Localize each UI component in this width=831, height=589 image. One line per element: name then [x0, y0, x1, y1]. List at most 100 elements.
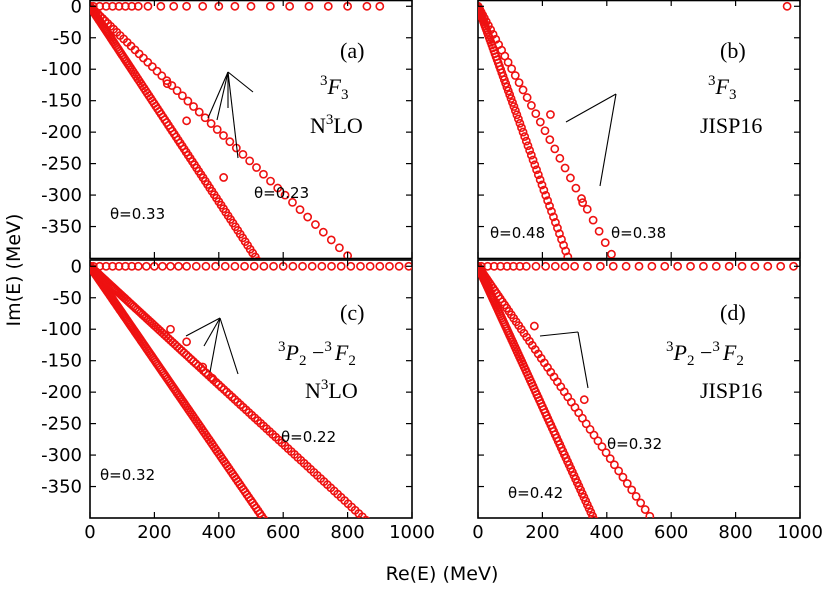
panel-a-plot — [90, 1, 385, 258]
continuum-point — [189, 357, 198, 366]
bound-point — [249, 261, 259, 271]
continuum-point — [206, 119, 216, 128]
continuum-point — [553, 223, 562, 233]
y-tick-label: -350 — [41, 477, 82, 498]
continuum-point — [589, 430, 599, 440]
continuum-point — [513, 114, 523, 124]
continuum-point — [191, 359, 201, 369]
resonance-point — [546, 110, 555, 119]
continuum-point — [540, 126, 550, 136]
continuum-point — [318, 227, 328, 237]
continuum-point — [541, 190, 551, 200]
bound-point — [327, 261, 336, 271]
y-axis-label: Im(E) (MeV) — [3, 214, 25, 327]
x-tick-label: 1000 — [389, 522, 435, 543]
panel-c-wave: 3P2 −3 F2 — [278, 339, 356, 369]
continuum-point — [167, 81, 177, 90]
bound-point — [304, 1, 314, 11]
bound-point — [133, 261, 143, 271]
bound-point — [375, 1, 385, 11]
bound-point — [595, 261, 605, 271]
bound-point — [621, 261, 631, 271]
continuum-point — [152, 66, 162, 76]
continuum-point — [550, 144, 560, 154]
panel-a-theta-left: θ=0.33 — [110, 205, 165, 223]
continuum-point — [506, 94, 516, 103]
y-tick-label: -50 — [53, 288, 82, 309]
panel-b-theta-right: θ=0.38 — [611, 224, 666, 242]
continuum-point — [593, 436, 603, 446]
continuum-point — [605, 454, 615, 464]
continuum-point — [183, 96, 193, 106]
continuum-point — [585, 424, 595, 434]
resonance-point — [579, 395, 589, 405]
continuum-point — [503, 57, 513, 67]
panel-c-ticks: 0 200 400 600 800 1000 0 -50 -100 -150 -200 -250 -30… — [41, 256, 435, 543]
bound-point — [182, 1, 191, 11]
continuum-point — [194, 107, 204, 117]
x-tick-label: 0 — [84, 522, 95, 543]
resonance-point — [219, 173, 229, 182]
continuum-point — [600, 238, 610, 248]
continuum-point — [537, 180, 547, 190]
y-tick-label: -250 — [41, 154, 82, 175]
bound-point — [141, 261, 151, 271]
continuum-point — [526, 150, 536, 160]
bound-point — [560, 261, 570, 271]
bound-point — [634, 261, 644, 271]
panel-b-wave: 3F3 — [708, 73, 736, 103]
x-tick-label: 400 — [590, 522, 624, 543]
continuum-point — [530, 160, 540, 170]
continuum-point — [295, 205, 305, 215]
y-tick-label: -200 — [41, 382, 82, 403]
bound-point — [298, 261, 307, 271]
bound-point — [550, 261, 560, 271]
continuum-point — [601, 448, 611, 458]
continuum-point — [531, 109, 541, 119]
resonance-point — [198, 362, 208, 372]
bound-point — [365, 261, 375, 271]
continuum-point — [618, 472, 628, 482]
continuum-point — [551, 218, 560, 227]
bound-point — [375, 261, 385, 271]
continuum-point — [566, 173, 575, 183]
bound-point — [143, 1, 153, 11]
x-tick-label: 600 — [654, 522, 688, 543]
continuum-point — [143, 57, 153, 67]
continuum-point — [366, 520, 373, 527]
continuum-point — [238, 149, 248, 159]
x-tick-label: 200 — [525, 522, 559, 543]
bound-point — [133, 1, 143, 11]
bound-point — [156, 1, 166, 11]
panel-a-theta-right: θ=0.23 — [254, 184, 309, 202]
panel-d-theta-right: θ=0.32 — [607, 435, 662, 453]
continuum-point — [179, 348, 189, 358]
continuum-point — [622, 479, 632, 488]
panel-b-theta-left: θ=0.48 — [490, 224, 545, 242]
bound-point — [307, 261, 317, 271]
continuum-point — [535, 175, 545, 185]
bound-point — [191, 261, 201, 271]
continuum-point — [157, 71, 167, 81]
panel-a-tag: (a) — [340, 38, 364, 63]
y-tick-label: 0 — [71, 256, 82, 277]
bound-point — [246, 1, 256, 11]
panel-a-ticks: 0 -50 -100 -150 -200 -250 -300 -350 — [41, 0, 413, 258]
panel-c-tag: (c) — [340, 300, 364, 325]
y-tick-label: -350 — [41, 217, 82, 238]
resonance-point — [182, 116, 191, 126]
panel-b-tag: (b) — [720, 38, 746, 63]
continuum-point — [98, 14, 108, 23]
continuum-point — [539, 185, 549, 195]
continuum-point — [311, 220, 320, 229]
continuum-point — [520, 132, 530, 141]
continuum-point — [259, 169, 268, 179]
continuum-point — [525, 146, 535, 155]
continuum-point — [510, 106, 520, 116]
continuum-point — [526, 101, 536, 110]
bound-point — [699, 261, 708, 271]
resonance-point — [207, 373, 217, 383]
bound-point — [404, 261, 412, 271]
panel-d-tag: (d) — [720, 300, 746, 325]
